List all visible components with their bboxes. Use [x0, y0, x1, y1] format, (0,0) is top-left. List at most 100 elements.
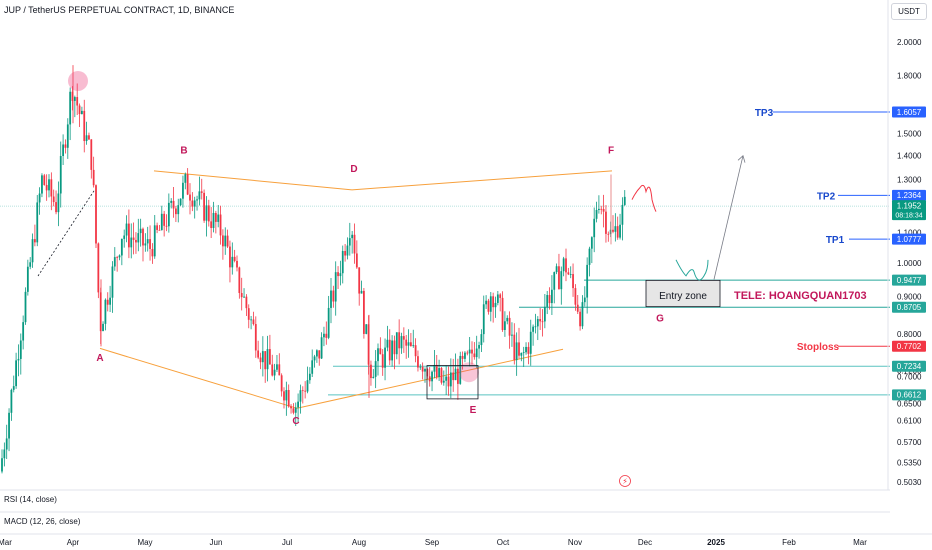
- candle-body-59: [139, 228, 142, 234]
- candle-body-2: [5, 438, 8, 450]
- lightning-glyph: ⚡: [622, 477, 628, 486]
- candle-body-232: [546, 295, 549, 307]
- candle-body-247: [581, 302, 584, 327]
- macd-pane-label[interactable]: MACD (12, 26, close): [4, 517, 81, 526]
- candle-body-222: [522, 352, 525, 354]
- candle-body-43: [102, 323, 104, 332]
- candle-body-81: [191, 200, 194, 207]
- candle-body-120: [283, 391, 285, 401]
- candle-body-175: [412, 345, 415, 347]
- price-badge-2: [892, 200, 926, 221]
- candle-body-255: [600, 208, 603, 210]
- rsi-pane-label[interactable]: RSI (14, close): [4, 495, 57, 504]
- candle-body-83: [196, 199, 198, 201]
- price-badge-text-8: 0.6612: [897, 391, 922, 400]
- candle-body-166: [391, 340, 393, 361]
- candle-body-234: [551, 289, 553, 304]
- candle-body-33: [78, 105, 81, 115]
- candle-body-60: [142, 228, 144, 246]
- candle-body-50: [118, 255, 121, 258]
- candle-body-95: [224, 235, 227, 247]
- price-axis[interactable]: 2.00001.80001.60001.50001.40001.30001.20…: [887, 0, 926, 490]
- entry-zone-label: Entry zone: [659, 291, 707, 302]
- candle-body-40: [95, 185, 97, 244]
- candle-body-111: [261, 351, 264, 363]
- candle-body-93: [219, 214, 222, 236]
- candle-body-52: [123, 235, 126, 239]
- candle-body-22: [52, 196, 55, 203]
- candle-body-41: [97, 243, 100, 293]
- candle-body-37: [88, 135, 90, 140]
- time-tick-11: Feb: [782, 538, 796, 547]
- candle-body-243: [572, 274, 574, 289]
- candle-body-257: [605, 211, 607, 234]
- trend-dashed: [37, 189, 96, 277]
- pattern-label-e: E: [470, 405, 477, 416]
- projection-wave: [675, 259, 709, 281]
- candle-body-199: [468, 349, 471, 354]
- candle-body-233: [548, 295, 551, 304]
- price-tick-1: 1.8000: [897, 72, 922, 81]
- symbol-title[interactable]: JUP / TetherUS PERPETUAL CONTRACT, 1D, B…: [4, 5, 235, 15]
- candle-body-87: [205, 205, 208, 221]
- candle-body-61: [144, 243, 147, 246]
- pattern-line-a-c: [99, 347, 298, 409]
- candle-body-194: [457, 368, 459, 384]
- candle-body-100: [236, 260, 238, 268]
- candle-body-238: [560, 271, 563, 290]
- candle-body-117: [276, 364, 278, 370]
- candle-body-105: [247, 308, 250, 320]
- candle-body-17: [41, 175, 43, 194]
- candle-body-146: [344, 251, 346, 256]
- candle-body-213: [501, 297, 504, 331]
- candle-body-126: [297, 401, 299, 408]
- price-badge-8: [892, 389, 926, 401]
- pattern-label-c: C: [292, 416, 299, 427]
- candle-body-190: [447, 376, 450, 387]
- candle-body-248: [583, 297, 586, 303]
- target-label-tp2: TP2: [817, 191, 836, 202]
- candle-body-212: [499, 294, 502, 298]
- candle-body-252: [593, 218, 596, 238]
- candle-body-182: [428, 376, 431, 382]
- price-badge-text-6: 0.7702: [897, 342, 922, 351]
- time-tick-7: Oct: [497, 538, 510, 547]
- candle-body-150: [353, 234, 356, 254]
- candle-body-3: [8, 412, 10, 439]
- candle-body-16: [38, 193, 41, 203]
- candle-body-19: [45, 184, 48, 191]
- candle-body-216: [508, 317, 511, 336]
- time-axis[interactable]: Mar Apr May Jun Jul Aug Sep Oct Nov Dec 2025 Feb Mar: [0, 489, 932, 547]
- price-tick-9: 0.9000: [897, 293, 922, 302]
- e-box: [426, 365, 479, 400]
- candle-body-133: [313, 356, 316, 361]
- candle-body-229: [539, 319, 542, 322]
- candle-body-263: [619, 224, 621, 238]
- candle-body-170: [400, 336, 403, 349]
- time-tick-5: Aug: [352, 538, 366, 547]
- candle-body-86: [203, 192, 205, 221]
- candle-body-165: [388, 339, 391, 361]
- candle-body-122: [287, 390, 290, 407]
- candle-body-210: [494, 302, 497, 308]
- candle-body-129: [304, 390, 307, 392]
- pattern-line-d-f: [351, 170, 613, 191]
- candle-body-53: [125, 223, 128, 236]
- pattern-label-f: F: [608, 145, 614, 156]
- candle-body-107: [252, 319, 255, 325]
- price-tick-14: 0.5350: [897, 458, 922, 467]
- price-badge-text-4: 0.9477: [897, 276, 922, 285]
- candle-body-44: [104, 299, 107, 324]
- candle-body-88: [207, 205, 210, 222]
- candle-body-64: [151, 248, 154, 257]
- candle-body-8: [19, 340, 22, 359]
- candle-body-185: [435, 364, 438, 378]
- currency-button[interactable]: USDT: [891, 3, 927, 20]
- candle-body-27: [64, 144, 67, 148]
- candle-body-58: [137, 233, 140, 243]
- candle-body-29: [69, 91, 72, 125]
- candle-body-198: [466, 352, 469, 354]
- time-tick-3: Jun: [210, 538, 223, 547]
- candle-body-34: [81, 110, 83, 115]
